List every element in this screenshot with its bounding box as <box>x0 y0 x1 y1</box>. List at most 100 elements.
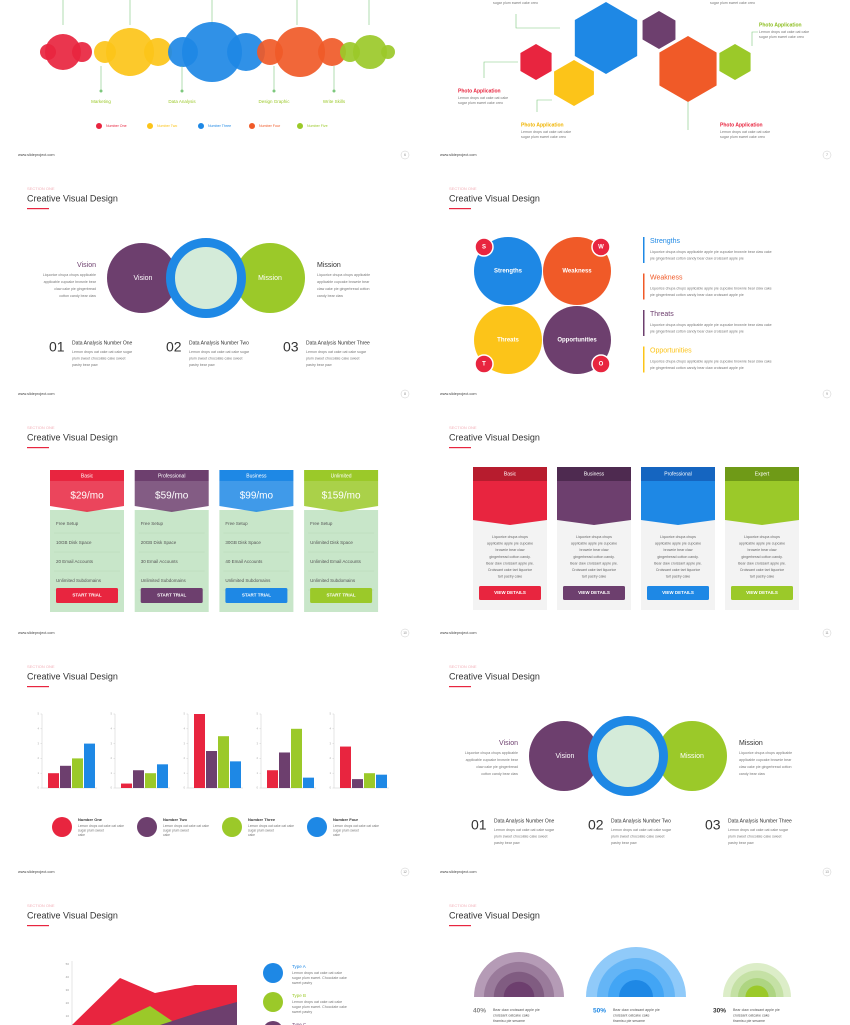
y-tick-label: 4 <box>329 727 331 731</box>
y-tick-label: 1 <box>37 771 39 775</box>
y-tick-label: 0 <box>329 786 331 790</box>
plan-price-block <box>304 481 379 512</box>
plan-header <box>557 467 631 481</box>
text: applicable apple pie cupcake <box>487 542 533 546</box>
plan-price-block <box>50 481 124 512</box>
y-tick-label: 50 <box>66 962 70 966</box>
plan-feature: 20 Email Accounts <box>56 559 94 564</box>
y-tick-label: 3 <box>256 741 258 745</box>
text: Lemon drops oat cake oat cake sugar <box>611 828 672 832</box>
text: Lemon drops oat cake oat cake <box>521 130 571 134</box>
text: Liquorice chupa chups <box>492 535 528 539</box>
item-title: Photo Application <box>521 122 564 128</box>
text: Croissant cake tart liquorice <box>740 568 784 572</box>
center-ring <box>588 716 668 796</box>
plan-feature: 10GB Disk Space <box>56 540 92 545</box>
legend-dot <box>147 123 153 129</box>
circle-label: Vision <box>556 753 575 760</box>
y-tick-label: 30 <box>66 988 70 992</box>
bubble <box>275 27 325 77</box>
legend-label: Number Two <box>163 817 187 822</box>
plan-feature: Unlimited Subdomains <box>56 578 102 583</box>
area <box>110 1006 178 1025</box>
plan-button <box>140 588 203 603</box>
item-title: Photo Application <box>720 122 763 128</box>
bar <box>340 746 351 788</box>
plan-header <box>641 467 715 481</box>
plan-button <box>731 586 793 600</box>
item-title: Photo Application <box>759 22 802 28</box>
step-title: Data Analysis Number Three <box>728 818 792 824</box>
title-underline <box>27 208 49 210</box>
text: Lemon drops oat cake oat cake sugar <box>72 350 133 354</box>
legend-label: Type A <box>292 964 306 969</box>
circle-label: Vision <box>134 275 153 282</box>
step-title: Data Analysis Number One <box>72 340 133 346</box>
page-number: 10 <box>403 631 407 635</box>
plan-feature: Free Setup <box>310 521 333 526</box>
vision-circle <box>529 721 599 791</box>
plan-feature: Unlimited Subdomains <box>225 578 271 583</box>
footer-url: www.slideproject.com <box>440 631 477 635</box>
bar <box>133 770 144 788</box>
y-tick-label: 2 <box>329 756 331 760</box>
y-tick-label: 10 <box>66 1014 70 1018</box>
plan-button-label: VIEW DETAILS <box>494 590 526 595</box>
text: cotton candy bear claw <box>59 294 96 298</box>
plan-header <box>219 470 294 481</box>
text: claw cake pie gingerbread <box>54 287 96 291</box>
bar <box>218 736 229 788</box>
mission-label: Mission <box>317 262 341 269</box>
bar <box>303 777 314 788</box>
bubble <box>45 34 81 70</box>
page-badge <box>400 867 410 877</box>
text: applicable cupcake brownie bear <box>739 758 792 762</box>
footer-url: www.slideproject.com <box>18 870 55 874</box>
list-title: Opportunities <box>650 347 692 354</box>
swot-label: Threats <box>497 338 519 344</box>
text: croissant oatcake cake <box>613 1013 650 1017</box>
text: Lemon drops oat cake oat cake sugar <box>189 350 250 354</box>
hexagon <box>659 36 717 102</box>
text: cake <box>78 833 85 837</box>
text: Lemon drops oat cake oat cake <box>163 824 209 828</box>
text: Lemon drops oat cake oat cake <box>292 971 342 975</box>
text: Croissant cake tart liquorice <box>572 568 616 572</box>
bar <box>145 773 156 788</box>
text: Liquorice chupa chups <box>744 535 780 539</box>
y-tick-label: 4 <box>110 727 112 731</box>
text: Lemon drops oat cake oat cake <box>248 824 294 828</box>
text: Croissant cake tart liquorice <box>656 568 700 572</box>
vision-label: Vision <box>77 262 96 269</box>
list-bar <box>643 346 645 373</box>
text: pie gingerbread cotton candy bear claw c… <box>650 329 744 333</box>
bar <box>157 764 168 788</box>
swot-circle <box>474 237 542 305</box>
text: croissant oatcake cake <box>733 1013 770 1017</box>
legend-label: Number Two <box>157 124 177 128</box>
skill-label: Data Analysis <box>168 99 196 104</box>
vision-label: Vision <box>499 740 518 747</box>
text: claw cake pie gingerbread <box>476 765 518 769</box>
plan-feature: Unlimited Subdomains <box>141 578 187 583</box>
text: candy bear claw <box>739 772 765 776</box>
plan-name: Expert <box>755 471 770 477</box>
section-label: SECTION ONE <box>27 425 55 430</box>
bar <box>376 774 387 788</box>
text: Bear claw croissant apple pie. <box>570 561 618 565</box>
skill-label: Design Graphic <box>258 99 290 104</box>
footer-url: www.slideproject.com <box>18 392 55 396</box>
plan-feature: Unlimited Email Accounts <box>310 559 362 564</box>
connector <box>536 99 552 112</box>
swot-letter: S <box>482 245 486 251</box>
plan-feature: Unlimited Disk Space <box>310 540 353 545</box>
plan-button-label: VIEW DETAILS <box>662 590 694 595</box>
text: brownie bear claw <box>748 548 777 552</box>
page-number: 6 <box>404 153 406 157</box>
legend-dot <box>137 817 157 837</box>
bar <box>84 743 95 788</box>
slide-title: Creative Visual Design <box>27 910 118 920</box>
text: Croissant cake tart liquorice <box>488 568 532 572</box>
text: Liquorice chupa chups applicable <box>739 751 792 755</box>
